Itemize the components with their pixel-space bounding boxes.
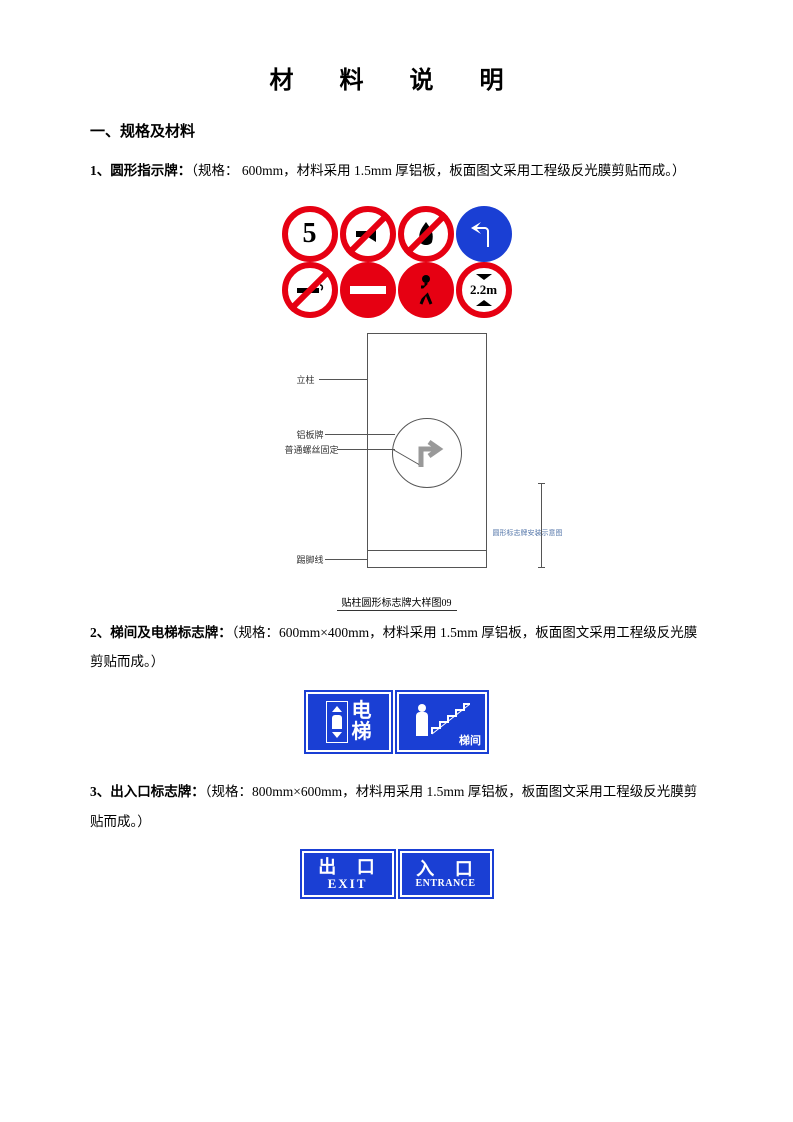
elevator-stair-signs: 电梯 梯间 [90,692,703,752]
no-fire-sign-icon [398,206,454,262]
height-value: 2.2m [470,282,497,298]
page-title: 材 料 说 明 [90,60,703,95]
exit-en: EXIT [328,876,368,892]
item-1-text: （规格： 600mm，材料采用 1.5mm 厚铝板，板面图文采用工程级反光膜剪贴… [191,163,685,178]
section-header: 一、规格及材料 [90,120,703,141]
no-pedestrian-sign-icon [398,262,454,318]
elevator-icon [326,701,348,743]
stair-text: 梯间 [459,732,481,748]
entrance-cn: 入 口 [416,860,481,878]
exit-sign-icon: 出 口 EXIT [302,851,394,897]
circular-signs-grid: 5 2.2m [90,206,703,318]
height-limit-sign-icon: 2.2m [456,262,512,318]
label-screw: 普通螺丝固定 [285,443,339,456]
stairs-icon [430,698,470,736]
turn-left-sign-icon [456,206,512,262]
item-1: 1、圆形指示牌：（规格： 600mm，材料采用 1.5mm 厚铝板，板面图文采用… [90,156,703,186]
diagram-sign-circle [392,418,462,488]
label-right-note: 圆形标志牌安装示意图 [493,528,563,538]
diagram-caption: 贴柱圆形标志牌大样图09 [337,594,457,611]
exit-entrance-signs: 出 口 EXIT 入 口 ENTRANCE [90,851,703,897]
speed-value: 5 [303,218,317,250]
no-smoking-sign-icon [282,262,338,318]
stair-sign-icon: 梯间 [397,692,487,752]
no-horn-sign-icon [340,206,396,262]
label-column: 立柱 [297,373,315,386]
item-2-label: 2、梯间及电梯标志牌： [90,625,232,640]
exit-cn: 出 口 [318,858,383,876]
entrance-sign-icon: 入 口 ENTRANCE [400,851,492,897]
item-1-label: 1、圆形指示牌： [90,163,191,178]
item-3: 3、出入口标志牌：（规格：800mm×600mm，材料用采用 1.5mm 厚铝板… [90,777,703,836]
label-plate: 铝板牌 [297,428,324,441]
entrance-en: ENTRANCE [415,878,475,889]
label-baseboard: 踢脚线 [297,553,324,566]
no-entry-sign-icon [340,262,396,318]
elevator-text: 电梯 [352,701,372,743]
speed-limit-sign-icon: 5 [282,206,338,262]
item-2: 2、梯间及电梯标志牌：（规格：600mm×400mm，材料采用 1.5mm 厚铝… [90,618,703,677]
elevator-sign-icon: 电梯 [306,692,391,752]
person-icon [416,712,428,736]
mounting-diagram: 立柱 铝板牌 普通螺丝固定 踢脚线 圆形标志牌安装示意图 贴柱圆形标志牌大样图0… [237,333,557,603]
item-3-label: 3、出入口标志牌： [90,784,205,799]
